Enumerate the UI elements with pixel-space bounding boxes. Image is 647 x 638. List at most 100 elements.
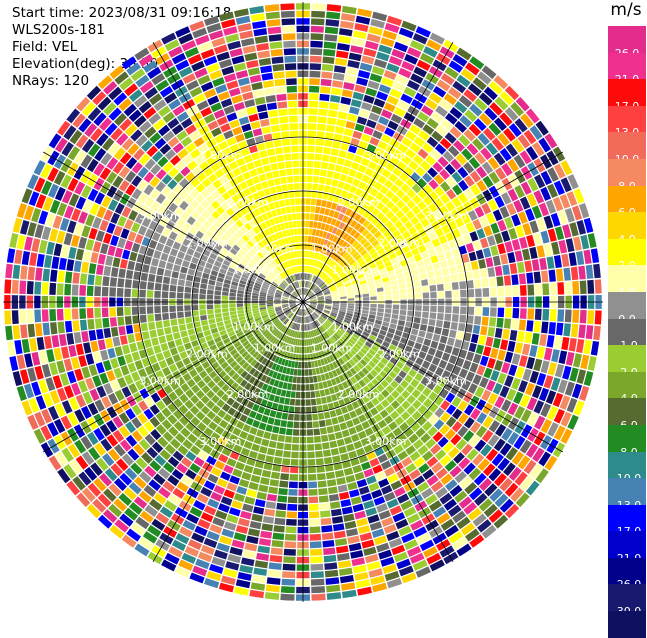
range-gate-cell <box>317 302 325 304</box>
range-gate-cell <box>252 226 260 234</box>
range-gate-cell <box>224 230 233 239</box>
range-gate-cell <box>373 413 383 423</box>
range-gate-cell <box>365 352 374 360</box>
range-gate-cell <box>154 306 161 314</box>
range-gate-cell <box>113 92 128 106</box>
range-gate-cell <box>332 299 340 302</box>
range-gate-cell <box>14 249 23 265</box>
range-gate-cell <box>406 79 420 91</box>
range-gate-cell <box>178 189 189 200</box>
range-gate-cell <box>252 20 267 30</box>
range-gate-cell <box>317 303 325 305</box>
range-gate-cell <box>388 225 398 234</box>
range-gate-cell <box>388 252 397 260</box>
range-gate-cell <box>328 209 335 218</box>
range-gate-cell <box>352 503 364 513</box>
range-gate-cell <box>172 450 184 462</box>
range-gate-cell <box>482 463 496 477</box>
range-gate-cell <box>328 493 340 502</box>
range-gate-cell <box>505 446 518 461</box>
range-gate-cell <box>331 417 339 425</box>
range-gate-cell <box>38 379 49 394</box>
range-gate-cell <box>167 255 176 264</box>
range-gate-cell <box>361 367 370 376</box>
range-gate-cell <box>452 184 463 196</box>
range-gate-cell <box>210 162 221 172</box>
range-gate-cell <box>282 458 291 466</box>
range-gate-cell <box>105 338 114 349</box>
range-gate-cell <box>534 308 542 321</box>
range-gate-cell <box>354 243 362 251</box>
range-gate-cell <box>67 146 81 161</box>
range-gate-cell <box>334 245 341 253</box>
range-gate-cell <box>560 177 572 193</box>
range-gate-cell <box>88 329 97 341</box>
range-gate-cell <box>446 258 455 267</box>
range-gate-cell <box>168 46 183 58</box>
range-gate-cell <box>287 312 293 318</box>
range-gate-cell <box>329 284 336 290</box>
range-gate-cell <box>459 314 467 323</box>
range-gate-cell <box>235 200 244 210</box>
range-gate-cell <box>268 312 276 316</box>
range-gate-cell <box>307 273 310 281</box>
range-gate-cell <box>216 542 230 553</box>
range-gate-cell <box>135 74 150 88</box>
range-gate-cell <box>298 243 302 250</box>
range-gate-cell <box>175 26 191 38</box>
colorbar-unit: m/s <box>610 0 642 20</box>
range-gate-cell <box>21 338 31 353</box>
range-gate-cell <box>326 117 337 125</box>
range-gate-cell <box>290 459 299 466</box>
range-gate-cell <box>504 307 512 318</box>
range-gate-cell <box>291 444 299 451</box>
range-gate-cell <box>499 206 510 219</box>
range-gate-cell <box>472 77 487 91</box>
range-gate-cell <box>134 543 150 557</box>
range-gate-cell <box>415 357 424 366</box>
range-gate-cell <box>307 474 317 481</box>
range-gate-cell <box>511 238 521 251</box>
range-gate-cell <box>281 282 287 288</box>
range-gate-cell <box>196 422 207 432</box>
range-gate-cell <box>401 389 411 399</box>
range-gate-cell <box>407 293 415 299</box>
range-gate-cell <box>262 257 269 264</box>
range-gate-cell <box>411 183 422 194</box>
range-gate-cell <box>236 485 248 495</box>
range-gate-cell <box>173 172 184 183</box>
range-gate-cell <box>269 326 276 333</box>
range-gate-cell <box>200 48 215 60</box>
range-gate-cell <box>265 277 273 283</box>
range-gate-cell <box>518 355 528 368</box>
range-gate-cell <box>192 427 203 438</box>
range-gate-cell <box>35 267 43 281</box>
range-gate-cell <box>350 433 360 443</box>
range-gate-cell <box>158 105 171 118</box>
range-gate-cell <box>273 418 281 427</box>
range-gate-cell <box>247 67 261 76</box>
range-gate-cell <box>259 325 266 331</box>
range-gate-cell <box>202 272 210 279</box>
range-gate-cell <box>72 320 80 332</box>
range-gate-cell <box>437 436 449 448</box>
range-gate-cell <box>361 133 371 143</box>
range-gate-cell <box>223 413 233 423</box>
range-gate-cell <box>398 565 414 577</box>
range-gate-cell <box>29 252 38 267</box>
range-gate-cell <box>295 316 299 323</box>
range-gate-cell <box>239 414 248 423</box>
azimuth-spoke <box>302 151 564 303</box>
range-gate-cell <box>289 299 296 302</box>
range-gate-cell <box>450 158 462 171</box>
range-gate-cell <box>133 95 148 108</box>
range-gate-cell <box>510 102 525 117</box>
range-gate-cell <box>137 166 149 179</box>
range-gate-cell <box>292 220 297 228</box>
range-gate-cell <box>312 421 320 428</box>
range-gate-cell <box>320 373 326 382</box>
range-gate-cell <box>101 195 112 208</box>
range-gate-cell <box>144 396 155 408</box>
range-gate-cell <box>396 34 411 46</box>
range-gate-cell <box>87 402 99 416</box>
